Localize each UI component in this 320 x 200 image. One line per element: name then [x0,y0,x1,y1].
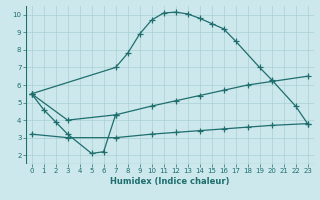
X-axis label: Humidex (Indice chaleur): Humidex (Indice chaleur) [110,177,229,186]
